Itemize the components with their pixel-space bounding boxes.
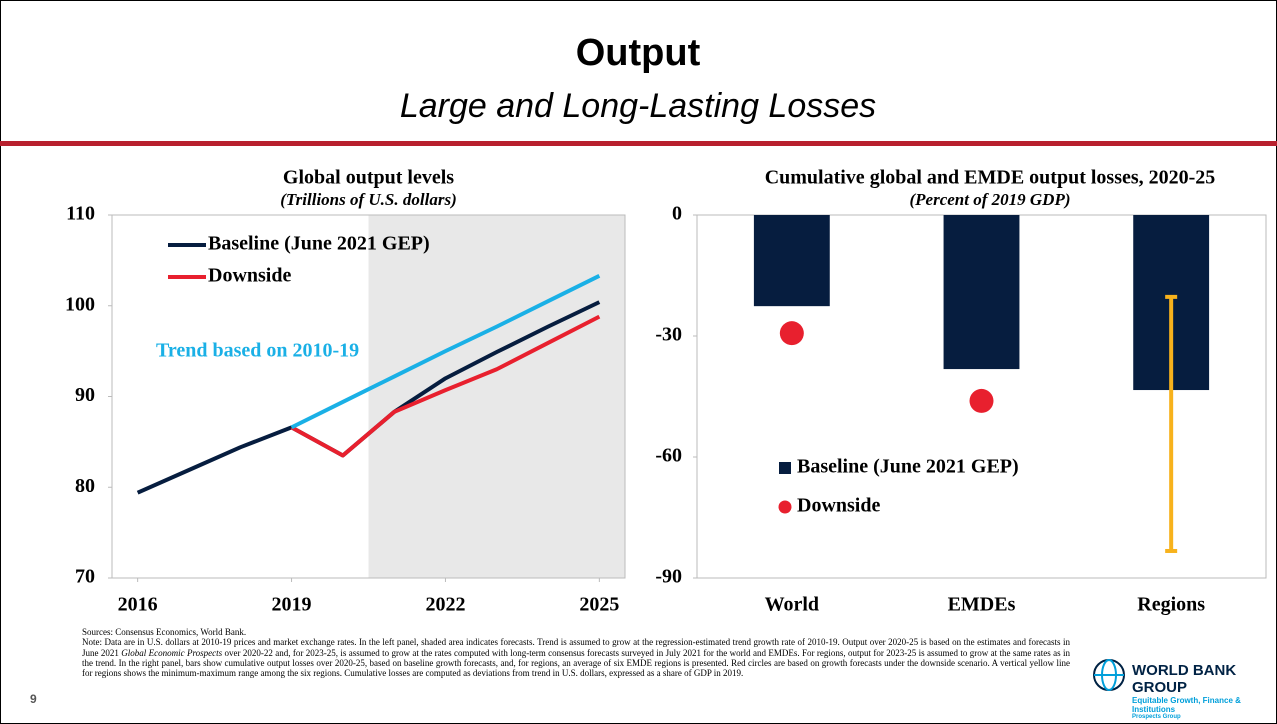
x-tick-label: World <box>765 594 819 616</box>
x-tick-label: 2025 <box>579 594 619 616</box>
y-tick-label: 110 <box>66 203 95 225</box>
y-tick-label: 80 <box>75 475 95 497</box>
bar <box>943 215 1020 370</box>
legend-swatch <box>779 462 791 474</box>
downside-dot <box>779 321 804 346</box>
x-tick-label: 2016 <box>118 594 158 616</box>
chart-title: Cumulative global and EMDE output losses… <box>765 167 1216 189</box>
legend-label: Baseline (June 2021 GEP) <box>208 233 430 255</box>
chart-subtitle: (Percent of 2019 GDP) <box>910 190 1071 209</box>
chart-title: Global output levels <box>283 167 454 189</box>
y-tick-label: -60 <box>655 445 682 467</box>
logo-unit: Prospects Group <box>1132 714 1181 720</box>
note-text: Note: Data are in U.S. dollars at 2010-1… <box>82 637 1070 658</box>
logo-globe <box>1093 659 1125 691</box>
y-tick-label: 70 <box>75 566 95 588</box>
x-tick-label: EMDEs <box>948 594 1016 616</box>
legend-label: Downside <box>797 495 880 517</box>
logo-name: WORLD BANK GROUP <box>1132 662 1237 696</box>
header-rule <box>0 141 1277 146</box>
chart-subtitle: (Trillions of U.S. dollars) <box>280 190 456 209</box>
series-annotation: Trend based on 2010-19 <box>156 340 359 362</box>
slide-subtitle: Large and Long-Lasting Losses <box>400 87 876 125</box>
x-tick-label: 2019 <box>272 594 312 616</box>
y-tick-label: 100 <box>65 293 95 315</box>
legend-swatch <box>778 500 792 514</box>
note-text: over 2020-22 and, for 2023-25, is assume… <box>82 647 1070 679</box>
line-series <box>290 274 601 430</box>
logo-tagline: Equitable Growth, Finance & Institutions <box>1132 696 1241 714</box>
logo: WORLD BANK GROUP Equitable Growth, Finan… <box>1093 659 1277 720</box>
footnote: Sources: Consensus Economics, World Bank… <box>82 627 1070 678</box>
legend-label: Baseline (June 2021 GEP) <box>797 456 1019 478</box>
slide-title: Output <box>576 32 701 74</box>
forecast-shade <box>368 215 625 578</box>
legend-label: Downside <box>208 265 291 287</box>
page-number: 9 <box>30 692 37 706</box>
note: Note: Data are in U.S. dollars at 2010-1… <box>82 637 1070 678</box>
note-italic: Global Economic Prospects <box>121 647 223 658</box>
x-tick-label: 2022 <box>425 594 465 616</box>
sources: Sources: Consensus Economics, World Bank… <box>82 627 247 637</box>
y-tick-label: 0 <box>672 203 682 225</box>
bar <box>753 215 830 307</box>
x-tick-label: Regions <box>1137 594 1205 616</box>
line-series <box>290 314 601 458</box>
y-tick-label: 90 <box>75 384 95 406</box>
downside-dot <box>969 388 994 413</box>
y-tick-label: -30 <box>655 324 682 346</box>
y-tick-label: -90 <box>655 566 682 588</box>
